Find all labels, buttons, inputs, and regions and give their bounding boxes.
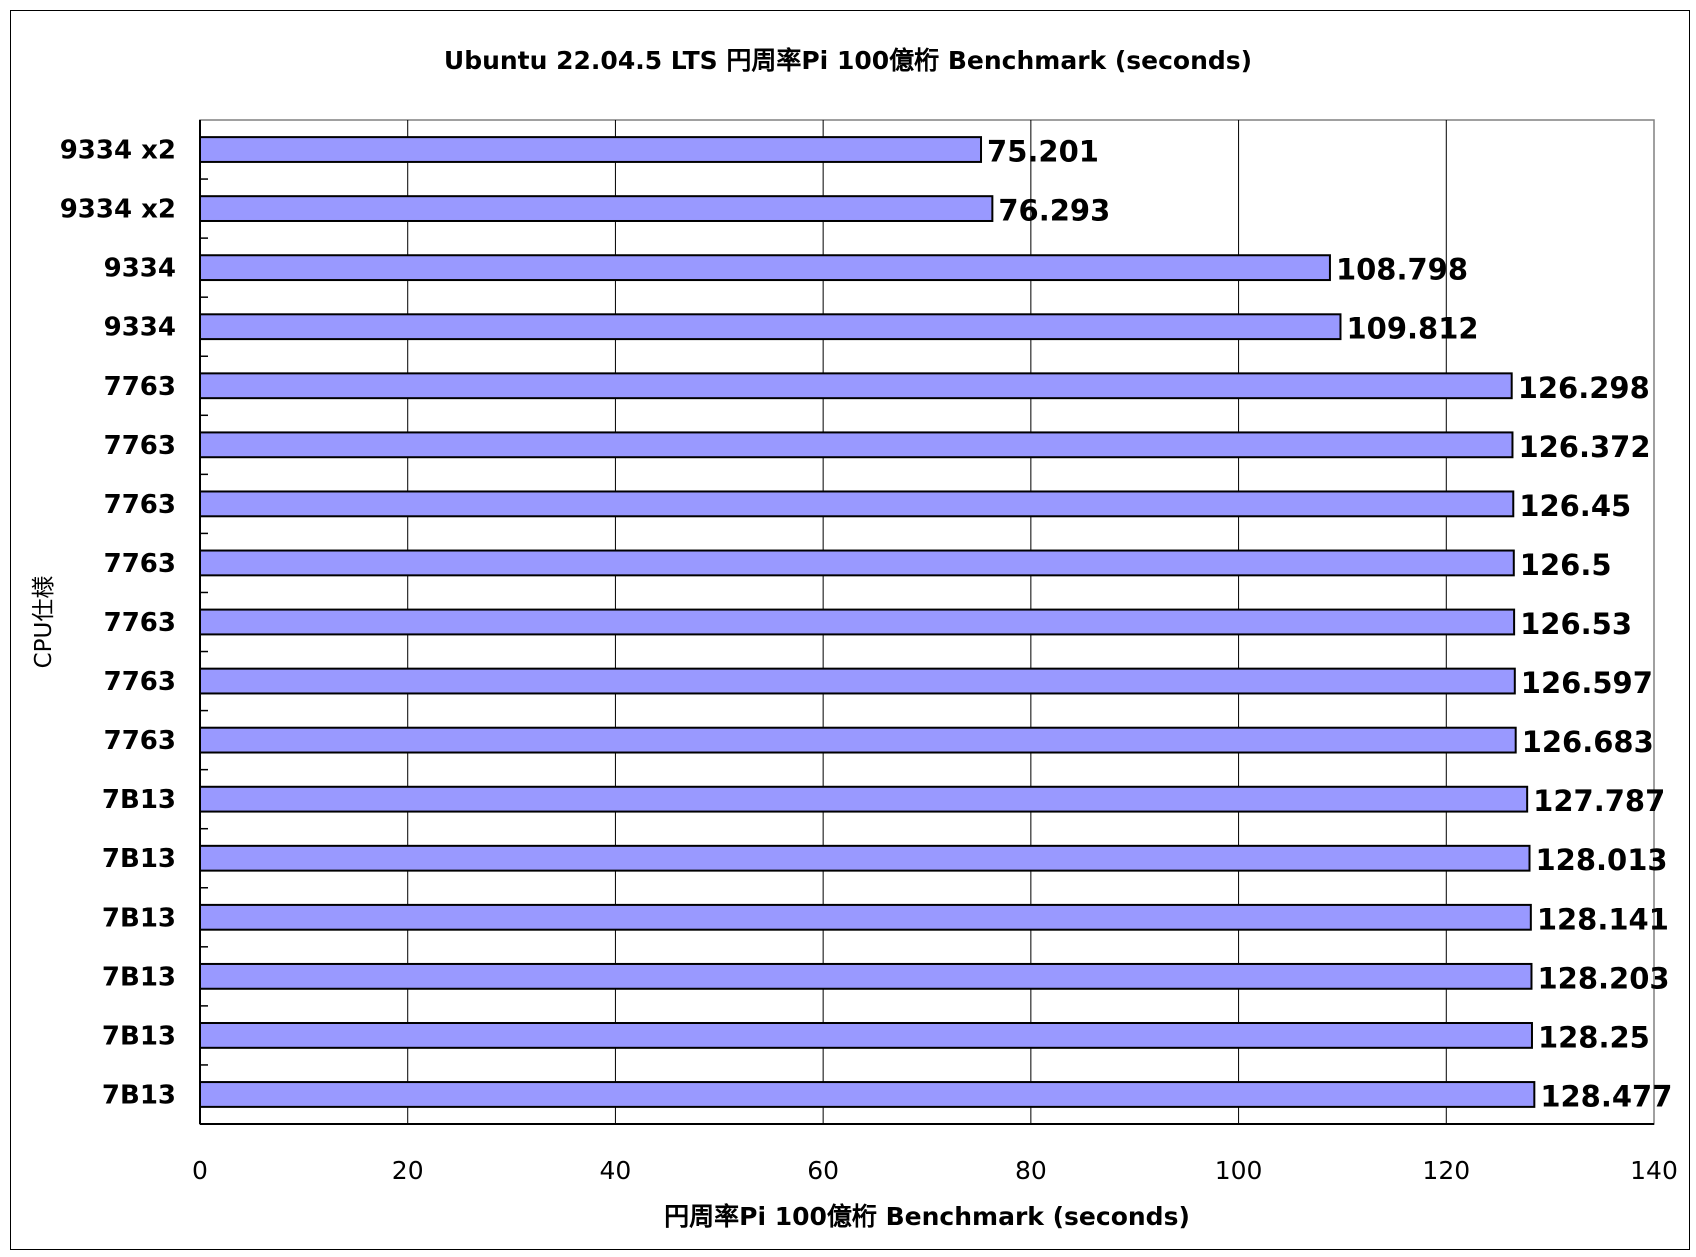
category-label: 7763 bbox=[104, 608, 176, 638]
category-label: 7B13 bbox=[102, 1021, 176, 1051]
bar bbox=[199, 962, 1533, 990]
value-label: 126.372 bbox=[1518, 430, 1650, 464]
value-label: 75.201 bbox=[987, 135, 1099, 169]
category-label: 7763 bbox=[104, 726, 176, 756]
bar bbox=[199, 844, 1531, 872]
x-tick-label: 120 bbox=[1422, 1156, 1470, 1185]
value-label: 128.477 bbox=[1540, 1079, 1672, 1113]
value-label: 126.298 bbox=[1518, 371, 1650, 405]
value-label: 127.787 bbox=[1533, 784, 1665, 818]
category-label: 7763 bbox=[104, 372, 176, 402]
y-axis-title: CPU仕様 bbox=[31, 576, 57, 669]
value-label: 128.141 bbox=[1537, 902, 1669, 936]
value-label: 126.53 bbox=[1520, 607, 1632, 641]
category-label: 9334 bbox=[104, 254, 176, 284]
bar bbox=[199, 549, 1515, 577]
chart-title: Ubuntu 22.04.5 LTS 円周率Pi 100億桁 Benchmark… bbox=[444, 46, 1252, 75]
x-tick-label: 40 bbox=[600, 1156, 632, 1185]
value-label: 76.293 bbox=[998, 194, 1110, 228]
category-label: 7763 bbox=[104, 490, 176, 520]
category-label: 7B13 bbox=[102, 903, 176, 933]
bar bbox=[199, 490, 1515, 518]
bar bbox=[199, 254, 1331, 282]
bar bbox=[199, 667, 1516, 695]
category-label: 9334 x2 bbox=[60, 195, 176, 225]
value-label: 126.683 bbox=[1522, 725, 1654, 759]
category-label: 7763 bbox=[104, 549, 176, 579]
bar bbox=[199, 726, 1517, 754]
bar bbox=[199, 785, 1529, 813]
value-label: 126.5 bbox=[1520, 548, 1612, 582]
category-label: 7B13 bbox=[102, 1080, 176, 1110]
x-tick-label: 20 bbox=[392, 1156, 424, 1185]
bar bbox=[199, 431, 1514, 459]
category-label: 7B13 bbox=[102, 785, 176, 815]
bar bbox=[199, 608, 1516, 636]
bar bbox=[199, 1022, 1533, 1049]
category-label: 9334 x2 bbox=[60, 136, 176, 166]
value-label: 126.45 bbox=[1519, 489, 1631, 523]
category-label: 7B13 bbox=[102, 844, 176, 874]
x-axis-title: 円周率Pi 100億桁 Benchmark (seconds) bbox=[664, 1202, 1190, 1231]
x-tick-label: 140 bbox=[1630, 1156, 1678, 1185]
value-label: 128.25 bbox=[1538, 1020, 1650, 1054]
bar bbox=[199, 903, 1532, 931]
value-label: 108.798 bbox=[1336, 253, 1468, 287]
x-tick-label: 80 bbox=[1015, 1156, 1047, 1185]
category-label: 7B13 bbox=[102, 962, 176, 992]
category-label: 7763 bbox=[104, 431, 176, 461]
value-label: 126.597 bbox=[1521, 666, 1653, 700]
category-label: 7763 bbox=[104, 667, 176, 697]
category-label: 9334 bbox=[104, 313, 176, 343]
bar bbox=[199, 372, 1513, 400]
bar bbox=[199, 1081, 1536, 1108]
x-tick-label: 60 bbox=[807, 1156, 839, 1185]
bar bbox=[199, 195, 994, 222]
x-tick-label: 100 bbox=[1215, 1156, 1263, 1185]
x-tick-label: 0 bbox=[192, 1156, 208, 1185]
value-label: 109.812 bbox=[1346, 312, 1478, 346]
value-label: 128.203 bbox=[1537, 961, 1669, 995]
bar bbox=[199, 313, 1342, 341]
bar bbox=[199, 136, 983, 163]
value-label: 128.013 bbox=[1536, 843, 1668, 877]
